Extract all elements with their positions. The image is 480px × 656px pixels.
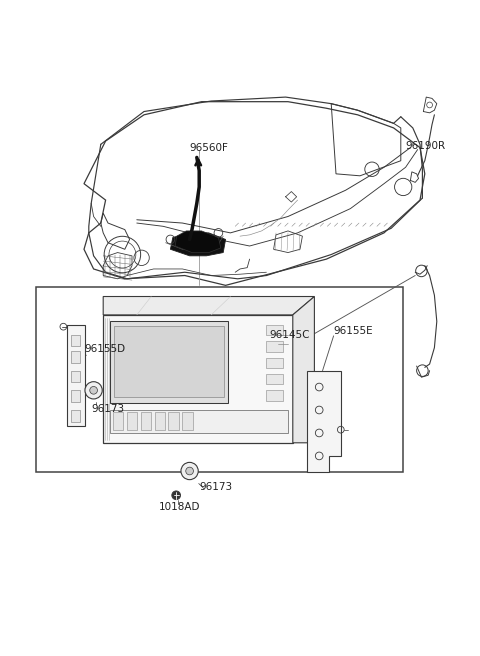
Bar <box>71 371 80 382</box>
Polygon shape <box>307 371 341 472</box>
Bar <box>266 341 283 352</box>
Bar <box>127 412 137 430</box>
Bar <box>155 412 165 430</box>
Text: 96173: 96173 <box>199 482 232 492</box>
Polygon shape <box>175 231 221 253</box>
Text: 96560F: 96560F <box>190 142 228 153</box>
Bar <box>110 321 228 403</box>
Bar <box>103 315 293 443</box>
Bar <box>71 351 80 363</box>
Text: 96190R: 96190R <box>406 140 446 151</box>
Bar <box>113 412 123 430</box>
Bar <box>110 410 288 433</box>
Bar <box>266 374 283 384</box>
Circle shape <box>90 386 97 394</box>
Circle shape <box>181 462 198 480</box>
Text: 1018AD: 1018AD <box>159 502 201 512</box>
Circle shape <box>172 491 180 500</box>
Bar <box>71 410 80 422</box>
Bar <box>71 335 80 346</box>
Text: 96173: 96173 <box>91 403 124 414</box>
Text: 96145C: 96145C <box>270 329 310 340</box>
Bar <box>266 390 283 401</box>
Text: 96155D: 96155D <box>84 344 125 354</box>
Bar <box>67 325 85 426</box>
Bar <box>266 358 283 368</box>
Bar <box>168 412 179 430</box>
Bar <box>36 287 403 472</box>
Bar <box>114 326 224 397</box>
Circle shape <box>186 467 193 475</box>
Bar <box>141 412 151 430</box>
Bar <box>182 412 193 430</box>
Circle shape <box>85 382 102 399</box>
Text: 96155E: 96155E <box>334 326 373 337</box>
Polygon shape <box>293 297 314 443</box>
Polygon shape <box>103 297 314 315</box>
Bar <box>266 325 283 335</box>
Bar <box>71 390 80 402</box>
Polygon shape <box>170 233 226 256</box>
